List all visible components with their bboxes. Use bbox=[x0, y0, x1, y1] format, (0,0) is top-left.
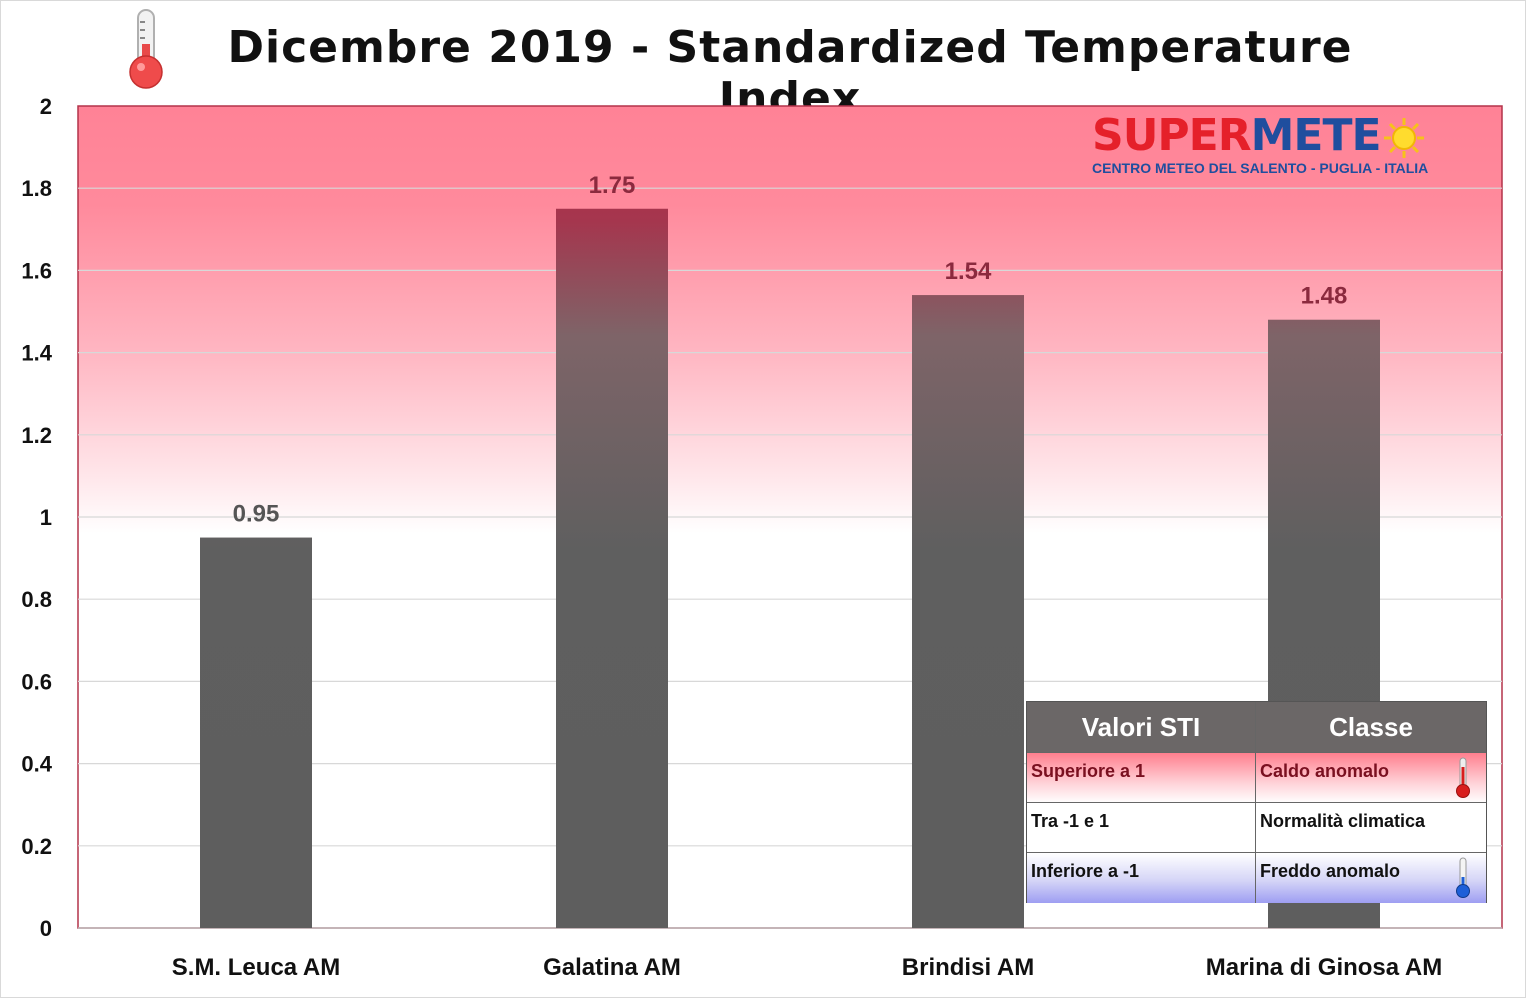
legend-class: Caldo anomalo bbox=[1256, 753, 1486, 803]
legend-row-normal: Tra -1 e 1 Normalità climatica bbox=[1027, 802, 1486, 853]
legend-header-values: Valori STI bbox=[1027, 702, 1256, 752]
legend-row-warm: Superiore a 1 Caldo anomalo bbox=[1027, 752, 1486, 803]
y-tick-label: 1 bbox=[40, 505, 52, 530]
y-tick-label: 2 bbox=[40, 94, 52, 119]
y-tick-label: 1.8 bbox=[21, 176, 52, 201]
x-tick-label: Marina di Ginosa AM bbox=[1206, 954, 1442, 981]
y-tick-label: 0.4 bbox=[21, 752, 52, 777]
x-tick-label: S.M. Leuca AM bbox=[172, 954, 340, 981]
legend-class-label: Freddo anomalo bbox=[1260, 861, 1401, 881]
y-tick-label: 1.4 bbox=[21, 341, 52, 366]
data-label: 0.95 bbox=[233, 501, 280, 528]
legend-range: Tra -1 e 1 bbox=[1027, 803, 1256, 853]
bar-galatina-am bbox=[556, 208, 668, 928]
blue-thermometer-icon bbox=[1456, 857, 1470, 898]
legend-header-class: Classe bbox=[1329, 712, 1413, 742]
red-thermometer-icon bbox=[1456, 757, 1470, 798]
legend-class: Freddo anomalo bbox=[1256, 853, 1486, 903]
bar-brindisi-am bbox=[912, 295, 1024, 928]
logo-word-blue: METE bbox=[1250, 110, 1382, 161]
y-tick-label: 1.6 bbox=[21, 258, 52, 283]
logo-wordmark: SUPERMETE bbox=[1092, 110, 1382, 162]
legend-row-cold: Inferiore a -1 Freddo anomalo bbox=[1027, 852, 1486, 903]
supermeteo-logo: SUPERMETE CENTRO METEO DEL SALENTO - PUG… bbox=[1092, 110, 1432, 182]
thermometer-title-icon bbox=[129, 9, 163, 89]
data-label: 1.48 bbox=[1301, 283, 1348, 310]
legend-range: Inferiore a -1 bbox=[1027, 853, 1256, 903]
sti-legend-table: Valori STI Classe Superiore a 1 Caldo an… bbox=[1026, 701, 1487, 903]
y-tick-label: 0.2 bbox=[21, 834, 52, 859]
x-tick-label: Brindisi AM bbox=[902, 954, 1034, 981]
legend-class-label: Caldo anomalo bbox=[1260, 761, 1390, 781]
data-label: 1.54 bbox=[945, 258, 992, 285]
y-tick-label: 0 bbox=[40, 916, 52, 941]
y-tick-label: 0.6 bbox=[21, 669, 52, 694]
logo-subtitle: CENTRO METEO DEL SALENTO - PUGLIA - ITAL… bbox=[1092, 160, 1429, 176]
y-tick-label: 1.2 bbox=[21, 423, 52, 448]
legend-header-row: Valori STI Classe bbox=[1027, 702, 1486, 752]
y-tick-label: 0.8 bbox=[21, 587, 52, 612]
legend-class: Normalità climatica bbox=[1260, 811, 1426, 831]
data-label: 1.75 bbox=[589, 172, 636, 199]
sun-icon bbox=[1384, 118, 1424, 158]
bar-s-m-leuca-am bbox=[200, 537, 312, 928]
x-tick-label: Galatina AM bbox=[543, 954, 681, 981]
logo-word-red: SUPER bbox=[1092, 110, 1252, 161]
legend-range: Superiore a 1 bbox=[1027, 753, 1256, 803]
